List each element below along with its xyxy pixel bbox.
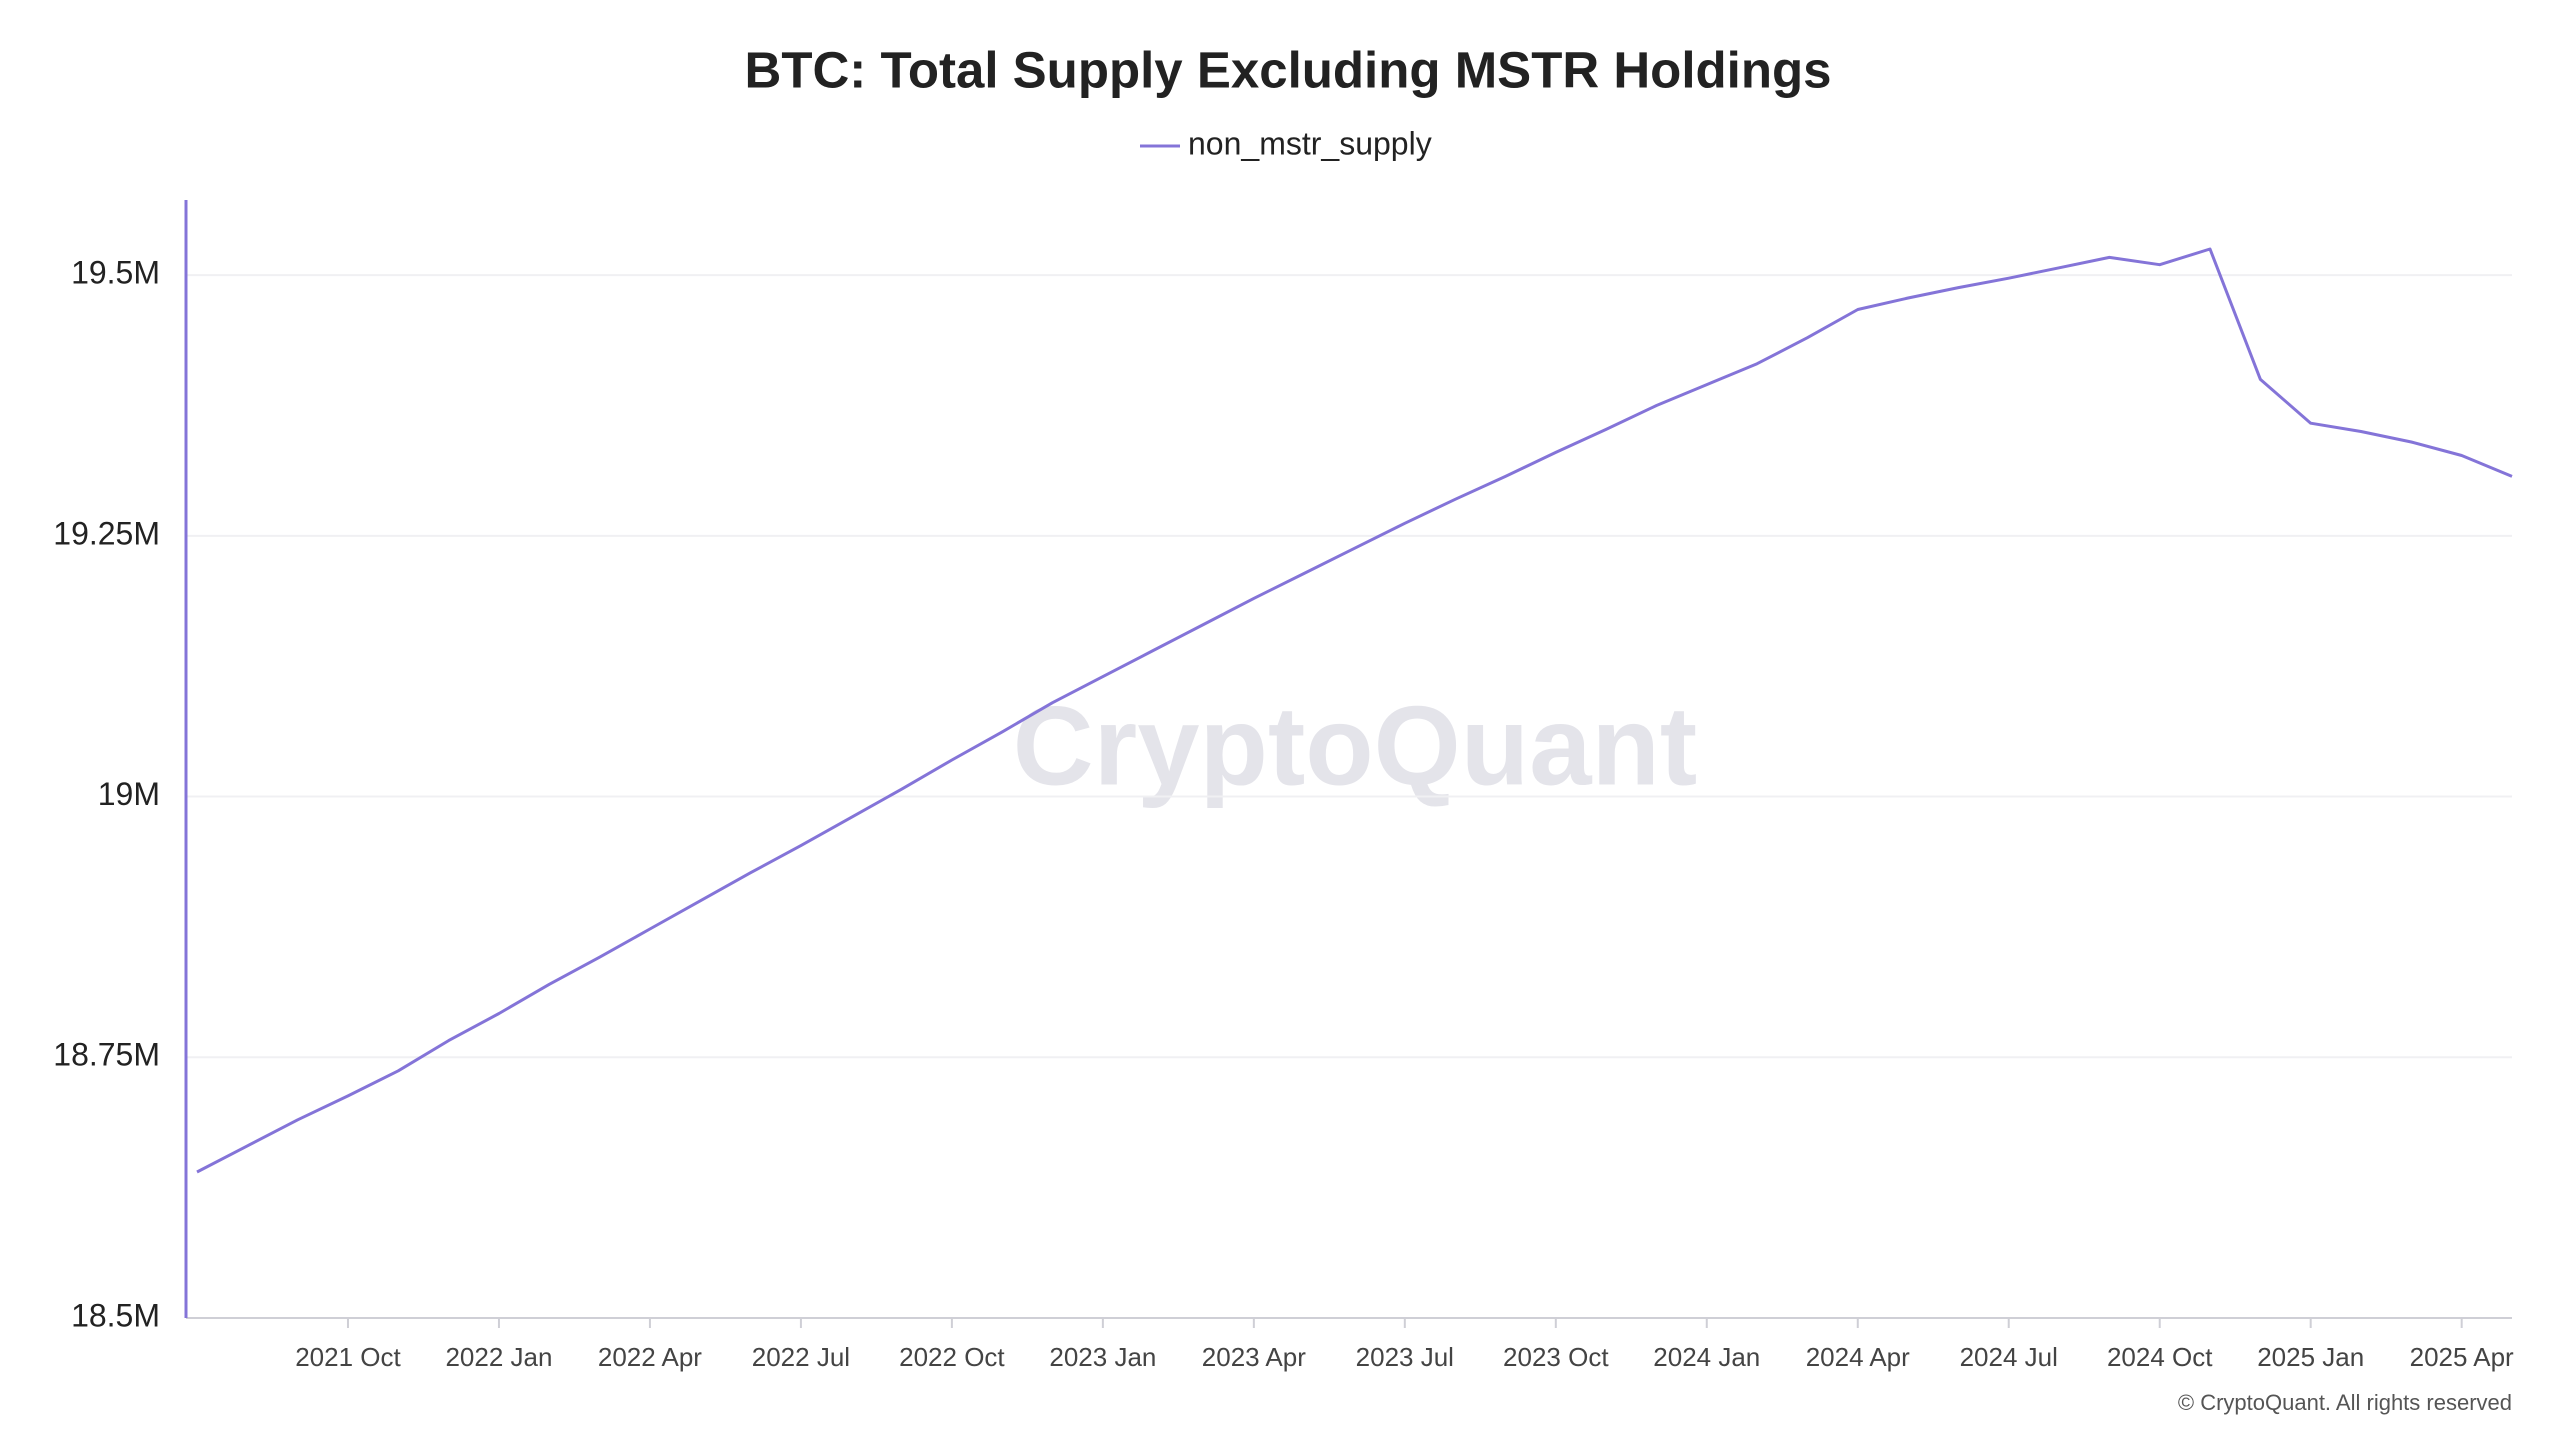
copyright: © CryptoQuant. All rights reserved [2178, 1390, 2512, 1415]
x-tick-label: 2023 Jan [1049, 1342, 1156, 1372]
x-tick-label: 2024 Apr [1806, 1342, 1910, 1372]
x-tick-label: 2023 Apr [1202, 1342, 1306, 1372]
x-tick-label: 2023 Jul [1356, 1342, 1454, 1372]
legend-label: non_mstr_supply [1188, 125, 1432, 161]
x-tick-label: 2023 Oct [1503, 1342, 1609, 1372]
x-tick-label: 2022 Apr [598, 1342, 702, 1372]
x-tick-label: 2024 Jan [1653, 1342, 1760, 1372]
chart-title: BTC: Total Supply Excluding MSTR Holding… [744, 41, 1831, 98]
x-tick-label: 2025 Jan [2257, 1342, 2364, 1372]
y-tick-label: 18.75M [53, 1037, 160, 1073]
x-tick-label: 2024 Oct [2107, 1342, 2213, 1372]
y-tick-label: 19.5M [71, 255, 160, 291]
x-tick-label: 2022 Oct [899, 1342, 1005, 1372]
y-tick-label: 19.25M [53, 515, 160, 551]
x-tick-label: 2022 Jul [752, 1342, 850, 1372]
watermark: CryptoQuant [1013, 684, 1697, 809]
x-tick-label: 2025 Apr [2410, 1342, 2514, 1372]
series-line [196, 247, 2513, 1174]
x-tick-label: 2024 Jul [1960, 1342, 2058, 1372]
y-tick-label: 18.5M [71, 1297, 160, 1333]
x-tick-label: 2022 Jan [445, 1342, 552, 1372]
y-tick-label: 19M [98, 776, 160, 812]
x-tick-label: 2021 Oct [295, 1342, 401, 1372]
